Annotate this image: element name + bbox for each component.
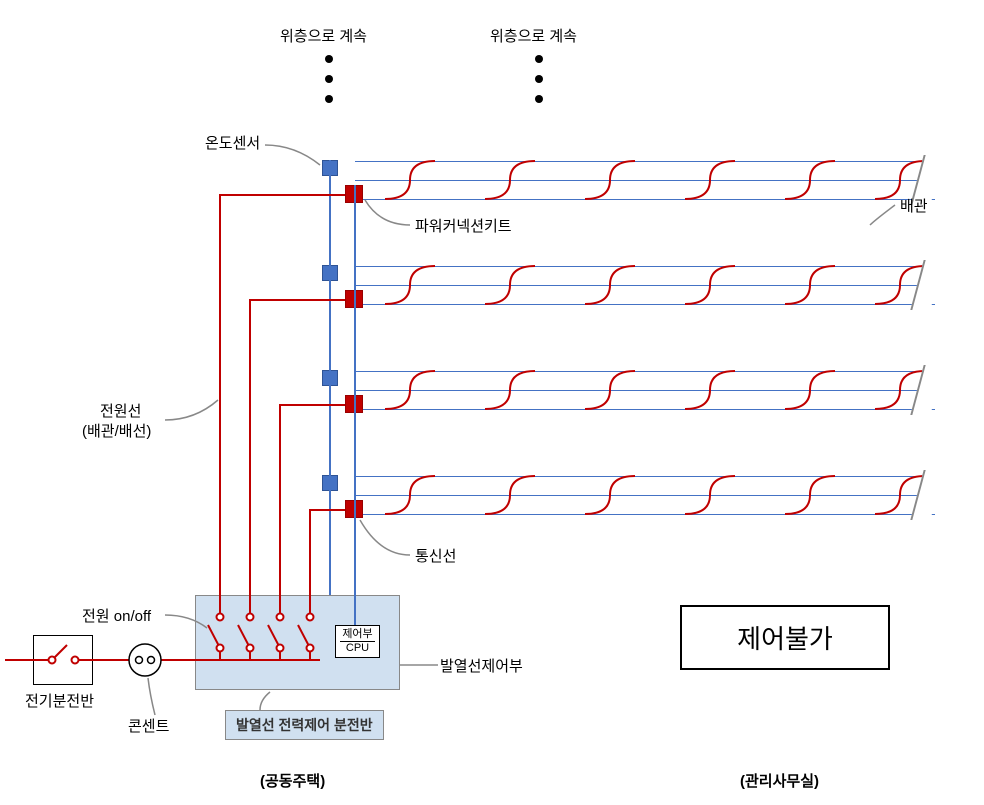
power-kit-icon bbox=[345, 185, 363, 203]
dist-board-box bbox=[33, 635, 93, 685]
heat-wave-icon bbox=[355, 260, 935, 310]
power-line-label-1: 전원선 bbox=[100, 400, 141, 421]
no-control-label: 제어불가 bbox=[737, 619, 833, 656]
power-line-label-2: (배관/배선) bbox=[82, 420, 151, 441]
pipe-row bbox=[355, 365, 935, 415]
power-kit-label: 파워커넥션키트 bbox=[415, 215, 512, 236]
power-kit-icon bbox=[345, 290, 363, 308]
heat-control-label: 발열선제어부 bbox=[440, 655, 523, 676]
temp-sensor-icon bbox=[322, 265, 338, 281]
heat-wave-icon bbox=[355, 470, 935, 520]
heat-wave-icon bbox=[355, 155, 935, 205]
outlet-label: 콘센트 bbox=[128, 715, 169, 736]
heat-panel-label-box: 발열선 전력제어 분전반 bbox=[225, 710, 384, 740]
continue-up-right-label: 위층으로 계속 bbox=[490, 25, 577, 46]
pipe-row bbox=[355, 260, 935, 310]
dot-icon bbox=[535, 95, 543, 103]
no-control-panel: 제어불가 bbox=[680, 605, 890, 670]
power-kit-icon bbox=[345, 500, 363, 518]
dot-icon bbox=[325, 95, 333, 103]
temp-sensor-label: 온도센서 bbox=[205, 132, 260, 153]
apartment-label: (공동주택) bbox=[260, 770, 325, 791]
pipe-label: 배관 bbox=[900, 195, 928, 216]
dot-icon bbox=[535, 55, 543, 63]
temp-sensor-icon bbox=[322, 370, 338, 386]
dot-icon bbox=[325, 75, 333, 83]
pipe-row bbox=[355, 155, 935, 205]
cpu-label-2: CPU bbox=[340, 641, 375, 655]
power-onoff-label: 전원 on/off bbox=[82, 605, 151, 626]
temp-sensor-icon bbox=[322, 160, 338, 176]
cpu-label-1: 제어부 bbox=[340, 628, 375, 641]
heat-wave-icon bbox=[355, 365, 935, 415]
cpu-box: 제어부 CPU bbox=[335, 625, 380, 658]
dot-icon bbox=[535, 75, 543, 83]
comm-line-label: 통신선 bbox=[415, 545, 456, 566]
power-kit-icon bbox=[345, 395, 363, 413]
temp-sensor-icon bbox=[322, 475, 338, 491]
pipe-row bbox=[355, 470, 935, 520]
continue-up-left-label: 위층으로 계속 bbox=[280, 25, 367, 46]
office-label: (관리사무실) bbox=[740, 770, 819, 791]
dot-icon bbox=[325, 55, 333, 63]
dist-board-label: 전기분전반 bbox=[25, 690, 94, 711]
